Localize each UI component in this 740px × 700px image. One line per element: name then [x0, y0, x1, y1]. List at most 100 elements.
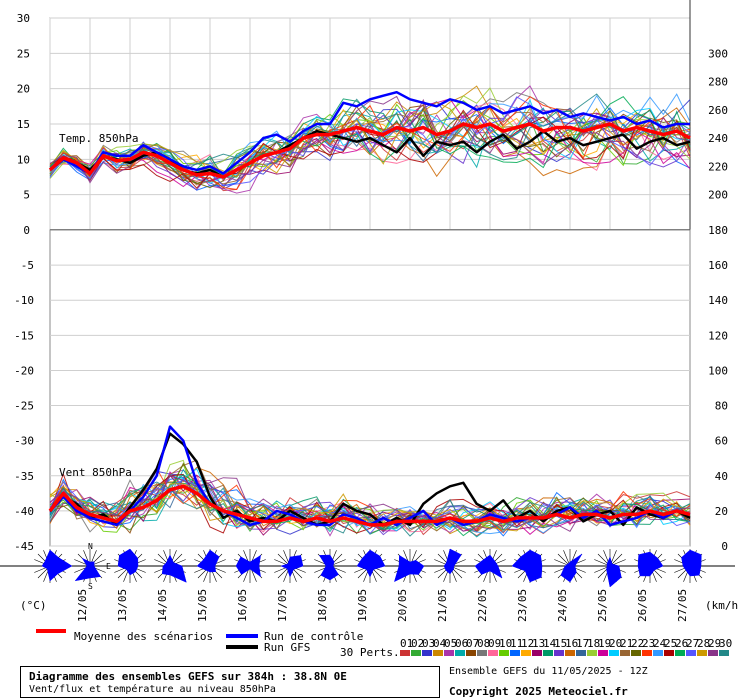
pert-number: 20	[609, 637, 622, 650]
right-tick-label: 140	[708, 294, 728, 307]
pert-number: 13	[532, 637, 545, 650]
perturbation-lines	[49, 85, 691, 538]
pert-temp-line	[49, 103, 691, 186]
wind-rose	[113, 548, 147, 583]
right-tick-label: 0	[721, 540, 728, 553]
wind-rose	[593, 549, 627, 588]
pert-swatch	[444, 650, 454, 656]
pert-swatch	[543, 650, 553, 656]
right-tick-label: 20	[715, 505, 728, 518]
pert-swatch	[697, 650, 707, 656]
pert-swatch	[598, 650, 608, 656]
rose-petal	[235, 554, 261, 578]
date-tick-label: 16/05	[236, 589, 249, 622]
wind-roses: N S E	[0, 542, 735, 591]
temp-tick-label: 5	[23, 189, 30, 202]
date-tick-label: 15/05	[196, 589, 209, 622]
rose-petal	[318, 554, 339, 581]
axes-labels: 0 5 10 15 20 25 30 -45 -40 -35 -30 -25 -20 -15 -10 -5 20…	[14, 12, 740, 622]
main-series-lines	[48, 90, 691, 527]
right-tick-label: 160	[708, 259, 728, 272]
temp-tick-label: 25	[17, 47, 30, 60]
right-tick-label: 40	[715, 470, 728, 483]
pert-number: 22	[631, 637, 644, 650]
pert-swatch	[477, 650, 487, 656]
temp-tick-label: 0	[23, 224, 30, 237]
compass-n-label: N	[88, 542, 93, 551]
date-tick-label: 26/05	[636, 589, 649, 622]
pert-number: 14	[543, 637, 557, 650]
right-tick-label: 120	[708, 329, 728, 342]
wind-rose	[233, 549, 267, 583]
chart-subtitle: Vent/flux et température au niveau 850hP…	[29, 684, 276, 695]
wind-rose	[393, 549, 427, 583]
pert-number: 26	[675, 637, 688, 650]
pert-swatch	[411, 650, 421, 656]
rose-petal	[474, 554, 503, 579]
right-tick-label: 280	[708, 76, 728, 89]
date-tick-label: 27/05	[676, 589, 689, 622]
pert-swatch	[620, 650, 630, 656]
pert-swatch	[565, 650, 575, 656]
pert-number: 12	[521, 637, 534, 650]
date-tick-label: 19/05	[356, 589, 369, 622]
pert-swatch	[455, 650, 465, 656]
wind-rose	[153, 549, 187, 583]
pert-swatch	[642, 650, 652, 656]
copyright: Copyright 2025 Meteociel.fr	[449, 685, 628, 698]
pert-swatch	[499, 650, 509, 656]
temp-panel-label: Temp. 850hPa	[59, 132, 138, 145]
right-tick-label: 200	[708, 189, 728, 202]
date-tick-label: 24/05	[556, 589, 569, 622]
rose-petal	[74, 557, 102, 582]
wind-rose	[313, 549, 347, 583]
pert-number: 08	[477, 637, 490, 650]
compass-s-label: S	[88, 582, 93, 591]
left-unit-label: (°C)	[20, 599, 47, 612]
wind-tick-label: -15	[14, 329, 34, 342]
pert-number: 16	[565, 637, 578, 650]
date-tick-label: 13/05	[116, 589, 129, 622]
wind-tick-label: -25	[14, 400, 34, 413]
pert-swatch	[466, 650, 476, 656]
pert-swatch	[719, 650, 729, 656]
wind-tick-label: -10	[14, 294, 34, 307]
pert-swatch	[433, 650, 443, 656]
pert-swatch	[675, 650, 685, 656]
pert-swatch	[631, 650, 641, 656]
pert-wind-line	[49, 474, 691, 532]
rose-petal	[637, 551, 664, 577]
pert-swatch	[521, 650, 531, 656]
pert-temp-line	[49, 95, 691, 190]
pert-temp-line	[49, 107, 691, 176]
wind-tick-label: -45	[14, 540, 34, 553]
pert-number: 09	[488, 637, 501, 650]
pert-swatch	[554, 650, 564, 656]
right-tick-label: 60	[715, 435, 728, 448]
rose-petal	[560, 553, 583, 583]
wind-rose	[273, 549, 307, 583]
temp-tick-label: 20	[17, 83, 30, 96]
pert-number: 07	[466, 637, 479, 650]
compass-e-label: E	[106, 562, 111, 571]
pert-swatch	[532, 650, 542, 656]
pert-number: 27	[686, 637, 699, 650]
pert-number: 21	[620, 637, 633, 650]
wind-tick-label: -5	[21, 259, 34, 272]
rose-petal	[606, 556, 622, 588]
rose-petal	[161, 554, 187, 583]
mean-wind-line	[48, 484, 691, 527]
wind-rose	[73, 549, 107, 583]
wind-rose	[433, 548, 467, 583]
temp-tick-label: 10	[17, 153, 30, 166]
temp-tick-label: 30	[17, 12, 30, 25]
legend-perts-label: 30 Perts.	[340, 646, 400, 659]
pert-number: 15	[554, 637, 567, 650]
wind-tick-label: -20	[14, 364, 34, 377]
pert-number: 19	[598, 637, 611, 650]
pert-swatch	[488, 650, 498, 656]
rose-petal	[196, 549, 220, 573]
wind-tick-label: -30	[14, 435, 34, 448]
pert-number: 23	[642, 637, 655, 650]
